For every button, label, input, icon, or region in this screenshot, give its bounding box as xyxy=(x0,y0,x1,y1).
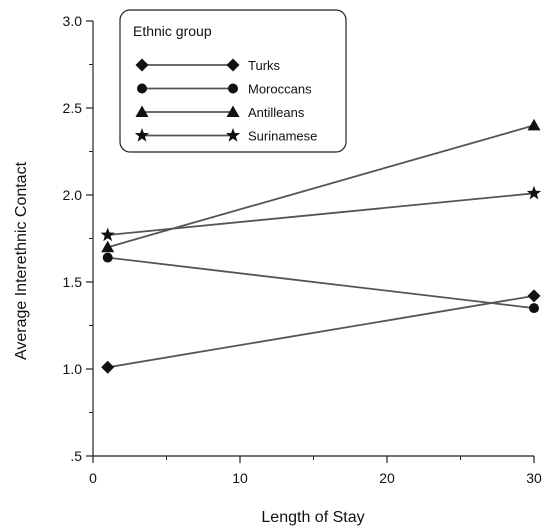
y-tick-label: 2.5 xyxy=(63,100,83,116)
legend-title: Ethnic group xyxy=(133,23,212,39)
y-tick-label: 1.5 xyxy=(63,274,83,290)
y-axis-title: Average Interethnic Contact xyxy=(13,161,30,360)
series-line-surinamese xyxy=(108,193,534,235)
data-point-turks xyxy=(528,289,541,302)
data-point-moroccans xyxy=(103,253,113,263)
data-point-surinamese xyxy=(527,186,541,200)
legend: Ethnic group Turks Moroccans Antilleans Sur… xyxy=(120,10,346,152)
y-tick-label: 1.0 xyxy=(63,361,83,377)
data-point-moroccans xyxy=(529,303,539,313)
legend-label-moroccans: Moroccans xyxy=(248,82,312,97)
y-tick-label: 2.0 xyxy=(63,187,83,203)
x-tick-label: 20 xyxy=(379,470,395,486)
legend-marker-moroccans xyxy=(137,84,147,94)
series-moroccans xyxy=(103,253,539,313)
series-turks xyxy=(101,289,540,373)
legend-marker-moroccans xyxy=(228,84,238,94)
data-point-turks xyxy=(101,361,114,374)
x-tick-label: 30 xyxy=(526,470,542,486)
x-tick-label: 0 xyxy=(89,470,97,486)
series-layer xyxy=(101,119,542,374)
legend-label-turks: Turks xyxy=(248,58,281,73)
data-point-antilleans xyxy=(528,119,541,130)
data-point-surinamese xyxy=(101,228,115,242)
x-tick-label: 10 xyxy=(232,470,248,486)
series-surinamese xyxy=(101,186,542,241)
legend-label-surinamese: Surinamese xyxy=(248,129,317,144)
legend-label-antilleans: Antilleans xyxy=(248,105,305,120)
y-tick-label: 3.0 xyxy=(63,13,83,29)
series-line-moroccans xyxy=(108,258,534,309)
x-axis-title: Length of Stay xyxy=(261,509,364,526)
series-line-turks xyxy=(108,296,534,367)
y-tick-label: .5 xyxy=(70,448,82,464)
